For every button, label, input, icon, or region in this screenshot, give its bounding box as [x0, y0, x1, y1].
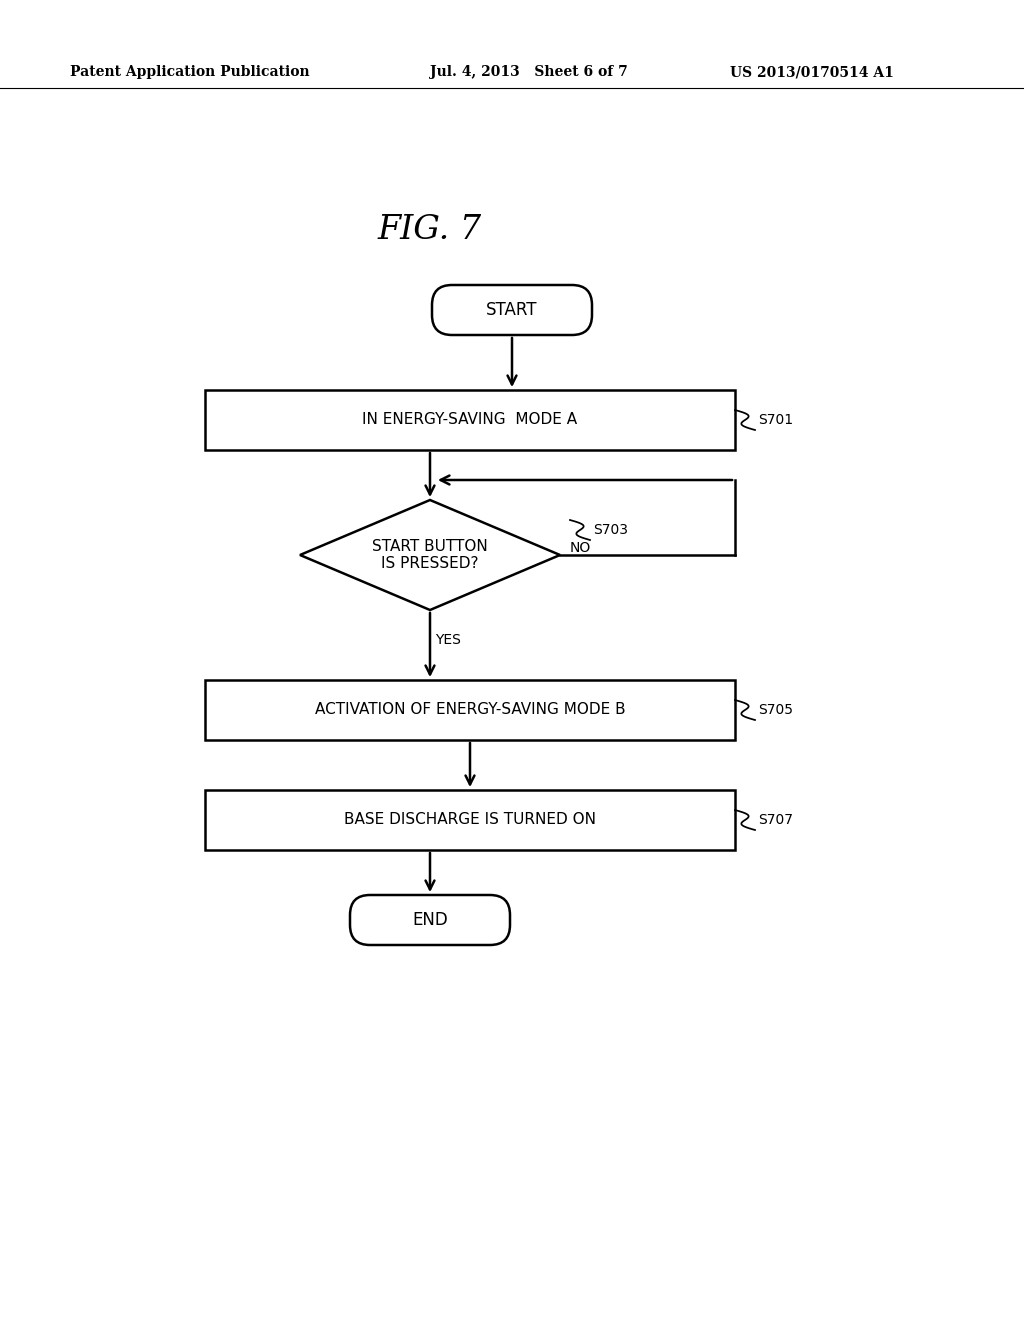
Text: IN ENERGY-SAVING  MODE A: IN ENERGY-SAVING MODE A: [362, 412, 578, 428]
Text: S705: S705: [758, 704, 793, 717]
Bar: [205, 680, 735, 741]
Text: START BUTTON
IS PRESSED?: START BUTTON IS PRESSED?: [372, 539, 487, 572]
Text: Jul. 4, 2013   Sheet 6 of 7: Jul. 4, 2013 Sheet 6 of 7: [430, 65, 628, 79]
Polygon shape: [300, 500, 560, 610]
Text: Patent Application Publication: Patent Application Publication: [70, 65, 309, 79]
Text: S701: S701: [758, 413, 794, 426]
Bar: [205, 789, 735, 850]
FancyBboxPatch shape: [350, 895, 510, 945]
Text: START: START: [486, 301, 538, 319]
Text: S703: S703: [593, 523, 628, 537]
Text: US 2013/0170514 A1: US 2013/0170514 A1: [730, 65, 894, 79]
Text: ACTIVATION OF ENERGY-SAVING MODE B: ACTIVATION OF ENERGY-SAVING MODE B: [314, 702, 626, 718]
Text: S707: S707: [758, 813, 793, 828]
Text: FIG. 7: FIG. 7: [378, 214, 482, 246]
Text: YES: YES: [435, 634, 461, 647]
Text: BASE DISCHARGE IS TURNED ON: BASE DISCHARGE IS TURNED ON: [344, 813, 596, 828]
Text: END: END: [412, 911, 447, 929]
FancyBboxPatch shape: [432, 285, 592, 335]
Bar: [205, 389, 735, 450]
Text: NO: NO: [570, 541, 591, 554]
